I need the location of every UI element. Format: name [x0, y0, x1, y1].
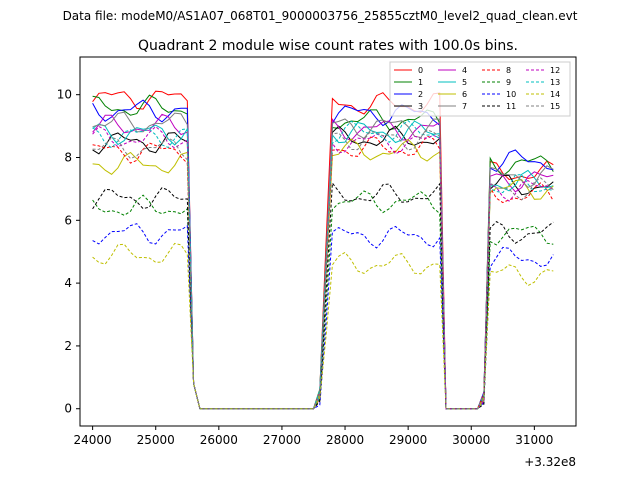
x-tick-label: 26000: [200, 433, 238, 447]
x-tick-label: 31000: [515, 433, 553, 447]
y-tick-label: 0: [64, 402, 72, 416]
legend-label-4: 4: [462, 66, 467, 75]
series-line-8: [92, 135, 554, 410]
legend-label-8: 8: [506, 66, 511, 75]
x-tick-label: 27000: [263, 433, 301, 447]
x-tick-label: 30000: [452, 433, 490, 447]
legend-label-5: 5: [462, 78, 467, 87]
series-line-0: [92, 90, 554, 410]
legend-label-9: 9: [506, 78, 511, 87]
y-tick-label: 6: [64, 213, 72, 227]
legend-label-2: 2: [418, 90, 423, 99]
legend-label-11: 11: [506, 102, 516, 111]
axes-frame: [79, 56, 577, 427]
legend-label-7: 7: [462, 102, 467, 111]
x-axis: 24000 25000 26000 27000 28000 29000 30000 31000: [74, 426, 553, 447]
y-tick-label: 2: [64, 339, 72, 353]
y-tick-label: 10: [57, 88, 72, 102]
x-tick-label: 28000: [326, 433, 364, 447]
legend-label-15: 15: [550, 102, 560, 111]
y-tick-label: 4: [64, 276, 72, 290]
plot-area: [92, 90, 554, 410]
x-offset-label: +3.32e8: [524, 455, 576, 469]
legend-label-6: 6: [462, 90, 467, 99]
legend-label-0: 0: [418, 66, 423, 75]
legend-label-14: 14: [550, 90, 560, 99]
x-tick-label: 24000: [74, 433, 112, 447]
chart-title: Quadrant 2 module wise count rates with …: [138, 38, 518, 54]
series-line-1: [92, 94, 554, 410]
series-line-14: [92, 242, 554, 410]
legend-label-3: 3: [418, 102, 423, 111]
x-tick-label: 25000: [137, 433, 175, 447]
series-line-12: [92, 125, 554, 410]
x-tick-label: 29000: [389, 433, 427, 447]
legend-label-12: 12: [550, 66, 560, 75]
y-tick-label: 8: [64, 150, 72, 164]
legend-label-10: 10: [506, 90, 516, 99]
legend-label-13: 13: [550, 78, 560, 87]
series-line-13: [92, 119, 554, 410]
suptitle: Data file: modeM0/AS1A07_068T01_90000037…: [63, 9, 578, 23]
legend-label-1: 1: [418, 78, 423, 87]
legend-box: [389, 61, 571, 117]
series-line-15: [92, 129, 554, 410]
y-axis: 0 2 4 6 8 10: [57, 88, 80, 416]
